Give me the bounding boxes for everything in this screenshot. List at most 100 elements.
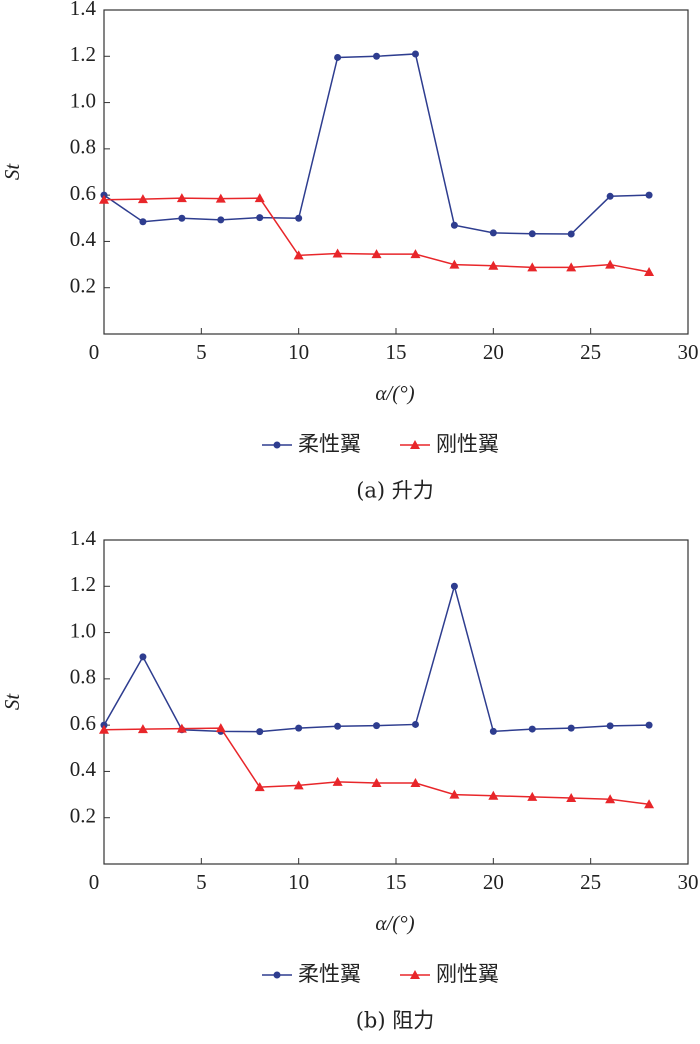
marker: [139, 653, 147, 661]
marker: [488, 790, 499, 800]
x-tick-label: 5: [196, 340, 207, 364]
marker: [644, 266, 655, 276]
x-axis-label: α/(°): [375, 911, 414, 935]
marker: [215, 723, 226, 733]
x-tick-label: 0: [89, 870, 100, 894]
y-tick-label: 1.2: [70, 42, 96, 66]
marker: [256, 728, 264, 736]
x-tick-label: 5: [196, 870, 207, 894]
series-line: [103, 727, 650, 806]
marker: [566, 793, 577, 803]
marker: [528, 725, 536, 733]
legend-label: 柔性翼: [298, 962, 361, 986]
marker: [332, 776, 343, 786]
marker: [256, 214, 264, 222]
marker: [489, 229, 497, 237]
y-tick-label: 0.8: [70, 135, 96, 159]
marker: [606, 722, 614, 730]
marker: [527, 791, 538, 801]
x-tick-label: 10: [288, 870, 309, 894]
y-tick-label: 0.2: [70, 804, 96, 828]
marker: [373, 52, 381, 60]
marker: [334, 53, 342, 61]
marker: [293, 780, 304, 790]
marker: [411, 720, 419, 728]
legend-label: 刚性翼: [436, 432, 499, 456]
marker: [273, 971, 281, 979]
y-tick-label: 0.2: [70, 274, 96, 298]
marker: [528, 230, 536, 238]
marker: [567, 230, 575, 238]
y-tick-label: 0.6: [70, 711, 96, 735]
marker: [295, 724, 303, 732]
x-axis-label: α/(°): [375, 381, 414, 405]
marker: [605, 794, 616, 804]
caption: (a) 升力: [356, 479, 434, 503]
marker: [178, 214, 186, 222]
y-tick-label: 1.4: [70, 0, 97, 20]
legend-label: 刚性翼: [436, 962, 499, 986]
marker: [449, 259, 460, 269]
marker: [254, 782, 265, 792]
x-tick-label: 25: [580, 870, 601, 894]
marker: [295, 214, 303, 222]
marker: [99, 194, 109, 204]
x-tick-label: 25: [580, 340, 601, 364]
x-tick-label: 10: [288, 340, 309, 364]
marker: [450, 582, 458, 590]
marker: [334, 722, 342, 730]
marker: [527, 262, 538, 272]
marker: [137, 724, 148, 734]
y-tick-label: 0.8: [70, 665, 96, 689]
y-tick-label: 1.2: [70, 572, 96, 596]
series-line: [103, 197, 650, 273]
marker: [644, 799, 655, 809]
marker: [566, 262, 577, 272]
y-tick-label: 0.6: [70, 181, 96, 205]
series-line: [103, 583, 650, 733]
marker: [137, 194, 148, 204]
marker: [606, 192, 614, 200]
y-axis-label: St: [0, 693, 24, 711]
marker: [410, 440, 420, 449]
marker: [411, 50, 419, 58]
legend-label: 柔性翼: [298, 432, 361, 456]
y-tick-label: 0.4: [70, 227, 97, 251]
marker: [217, 216, 225, 224]
marker: [488, 260, 499, 270]
marker: [293, 250, 304, 260]
marker: [489, 727, 497, 735]
y-tick-label: 1.4: [70, 526, 97, 550]
x-tick-label: 20: [483, 340, 504, 364]
marker: [410, 249, 421, 259]
marker: [176, 193, 187, 203]
marker: [373, 722, 381, 730]
marker: [332, 248, 343, 258]
plot-frame: [103, 539, 689, 865]
x-tick-label: 20: [483, 870, 504, 894]
marker: [371, 778, 382, 787]
marker: [450, 221, 458, 229]
y-tick-label: 1.0: [70, 88, 96, 112]
x-tick-label: 30: [678, 340, 699, 364]
marker: [371, 249, 382, 259]
plot-frame: [103, 9, 689, 335]
series-line: [103, 53, 650, 235]
y-axis-label: St: [0, 163, 24, 181]
marker: [273, 441, 281, 449]
marker: [410, 970, 420, 979]
marker: [139, 218, 147, 226]
marker: [215, 193, 226, 203]
y-tick-label: 1.0: [70, 618, 96, 642]
marker: [449, 789, 460, 799]
y-tick-label: 0.4: [70, 757, 97, 781]
marker: [645, 191, 653, 199]
marker: [410, 778, 421, 787]
marker: [99, 724, 109, 734]
x-tick-label: 30: [678, 870, 699, 894]
x-tick-label: 0: [89, 340, 100, 364]
marker: [645, 721, 653, 729]
x-tick-label: 15: [386, 870, 407, 894]
marker: [176, 723, 187, 733]
